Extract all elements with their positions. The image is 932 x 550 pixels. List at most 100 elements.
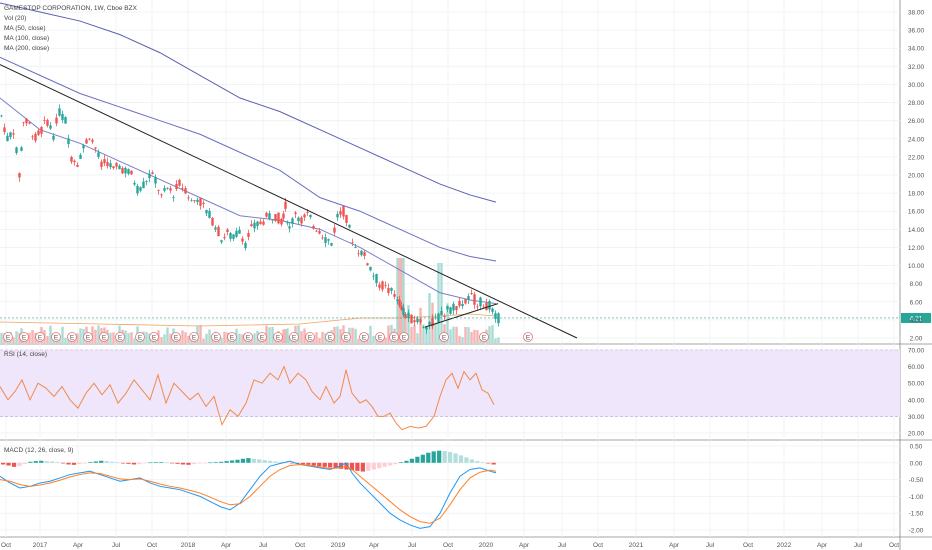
earnings-marker[interactable] <box>289 332 299 342</box>
candle-body <box>339 211 342 215</box>
macd-histogram-bar <box>142 462 147 464</box>
candle-body <box>103 159 106 164</box>
candle-body <box>235 230 238 237</box>
candle-body <box>333 227 336 233</box>
candle-body <box>360 250 363 256</box>
candle-body <box>351 242 354 244</box>
candle-body <box>393 294 396 297</box>
macd-histogram-bar <box>120 462 126 464</box>
macd-histogram-bar <box>180 462 186 465</box>
macd-histogram-bar <box>88 462 93 463</box>
volume-bar <box>300 331 303 343</box>
earnings-marker[interactable] <box>19 332 29 342</box>
candle-body <box>25 118 28 124</box>
earnings-marker[interactable] <box>257 332 267 342</box>
legend-item-ma200[interactable]: MA (200, close) <box>4 45 49 52</box>
candle-body <box>363 252 366 256</box>
time-tick-label: Jul <box>259 542 268 549</box>
time-tick-label: Jul <box>408 542 417 549</box>
macd-histogram-bar <box>137 462 142 465</box>
candle-body <box>31 136 34 138</box>
macd-title[interactable]: MACD (12, 26, close, 9) <box>4 447 73 454</box>
earnings-marker[interactable] <box>305 332 315 342</box>
candle-body <box>402 307 405 316</box>
earnings-marker[interactable] <box>189 332 199 342</box>
trendline-support[interactable] <box>424 303 499 328</box>
volume-bar <box>0 332 3 343</box>
candle-body <box>217 226 220 237</box>
candle-body <box>52 135 55 140</box>
candle-body <box>196 199 199 203</box>
time-tick-label: Jul <box>706 542 715 549</box>
candle-body <box>280 219 283 225</box>
rsi-title[interactable]: RSI (14, close) <box>4 351 47 358</box>
price-tick-label: 18.00 <box>908 191 925 198</box>
earnings-marker[interactable] <box>67 332 77 342</box>
legend-title: GAMESTOP CORPORATION, 1W, Cboe BZX <box>4 5 138 12</box>
macd-histogram-bar <box>284 462 289 464</box>
earnings-marker[interactable] <box>51 332 61 342</box>
candle-body <box>284 201 287 209</box>
price-tick-label: 8.00 <box>910 281 923 288</box>
trendline-descending[interactable] <box>0 64 578 339</box>
volume-bar <box>127 333 130 343</box>
earnings-marker[interactable] <box>135 332 145 342</box>
candle-body <box>327 239 330 241</box>
earnings-marker[interactable] <box>359 332 369 342</box>
earnings-marker[interactable] <box>149 332 159 342</box>
legend-item-ma100[interactable]: MA (100, close) <box>4 35 49 42</box>
candle-body <box>497 313 500 324</box>
candle-body <box>434 317 437 319</box>
legend-item-ma50[interactable]: MA (50, close) <box>4 25 46 32</box>
candle-body <box>476 306 479 308</box>
earnings-marker-label: E <box>6 335 11 342</box>
macd-histogram-bar <box>311 462 316 466</box>
earnings-marker[interactable] <box>523 332 533 342</box>
macd-histogram-bar <box>371 462 376 470</box>
candle-body <box>375 274 378 283</box>
candle-body <box>223 237 226 239</box>
earnings-marker[interactable] <box>3 332 13 342</box>
macd-histogram-bar <box>229 460 235 463</box>
earnings-marker[interactable] <box>439 332 449 342</box>
candle-body <box>336 214 339 218</box>
earnings-marker[interactable] <box>375 332 385 342</box>
earnings-marker[interactable] <box>211 332 221 342</box>
earnings-marker[interactable] <box>399 332 409 342</box>
candle-body <box>220 240 223 243</box>
candle-body <box>428 321 431 325</box>
earnings-marker[interactable] <box>273 332 283 342</box>
earnings-marker[interactable] <box>243 332 253 342</box>
legend-item-vol[interactable]: Vol (20) <box>4 15 26 22</box>
earnings-marker[interactable] <box>115 332 125 342</box>
candle-body <box>22 122 25 124</box>
candle-body <box>109 163 112 168</box>
volume-bar <box>124 330 127 343</box>
earnings-marker[interactable] <box>325 332 335 342</box>
earnings-marker[interactable] <box>479 332 489 342</box>
candle-body <box>160 194 163 196</box>
earnings-marker[interactable] <box>171 332 181 342</box>
macd-tick-label: -0.50 <box>909 477 924 484</box>
candle-body <box>232 234 235 239</box>
earnings-marker[interactable] <box>83 332 93 342</box>
time-tick-label: Oct <box>295 542 305 549</box>
candle-body <box>70 156 73 162</box>
earnings-marker[interactable] <box>99 332 109 342</box>
candle-body <box>416 318 419 323</box>
earnings-marker[interactable] <box>341 332 351 342</box>
candle-body <box>238 229 241 234</box>
earnings-marker[interactable] <box>35 332 45 342</box>
earnings-marker-label: E <box>260 335 265 342</box>
price-tick-label: 30.00 <box>908 82 925 89</box>
earnings-marker[interactable] <box>227 332 237 342</box>
macd-histogram-bar <box>431 451 436 463</box>
candle-body <box>49 125 52 129</box>
earnings-marker-label: E <box>526 335 531 342</box>
candle-body <box>193 200 196 201</box>
volume-bar <box>434 322 437 343</box>
earnings-marker[interactable] <box>389 332 399 342</box>
